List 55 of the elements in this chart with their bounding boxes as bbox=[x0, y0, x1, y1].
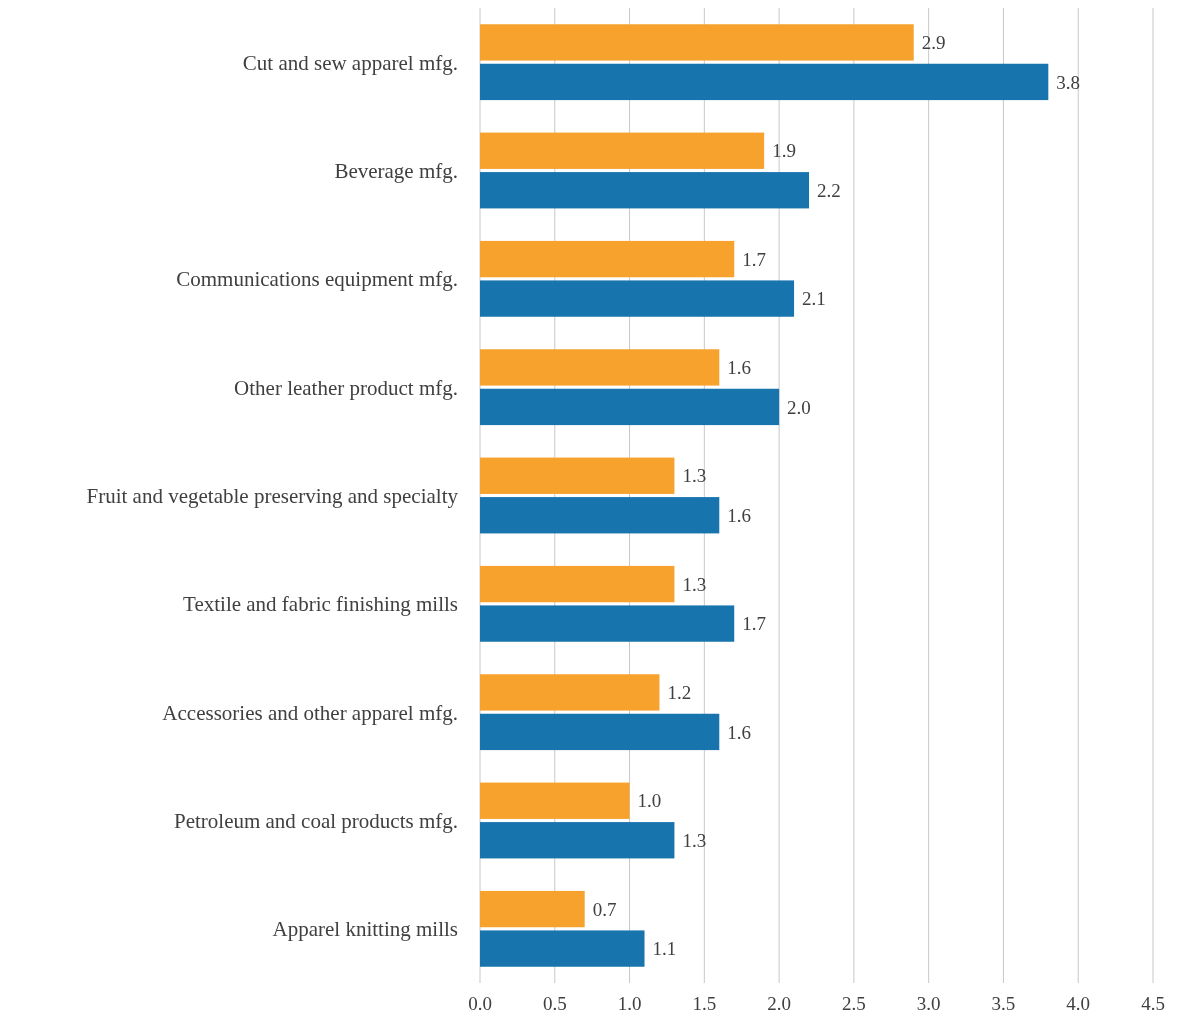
data-label: 3.8 bbox=[1056, 71, 1081, 93]
x-tick-label: 1.5 bbox=[692, 993, 717, 1014]
y-tick-label: Apparel knitting mills bbox=[272, 917, 458, 942]
bar bbox=[480, 930, 645, 967]
x-tick-label: 3.5 bbox=[991, 993, 1016, 1014]
y-tick-label: Cut and sew apparel mfg. bbox=[242, 50, 458, 75]
bar bbox=[480, 388, 780, 426]
bar bbox=[480, 782, 630, 819]
y-tick-label: Other leather product mfg. bbox=[234, 375, 458, 400]
y-tick-label: Petroleum and coal products mfg. bbox=[173, 808, 458, 833]
bar bbox=[480, 713, 720, 751]
data-label: 2.0 bbox=[787, 396, 811, 418]
data-label: 1.9 bbox=[772, 140, 796, 162]
bar bbox=[480, 565, 675, 603]
bar bbox=[480, 674, 660, 711]
bar bbox=[480, 605, 735, 642]
bar bbox=[480, 822, 675, 859]
data-label: 1.2 bbox=[667, 682, 692, 704]
y-tick-label: Communications equipment mfg. bbox=[176, 267, 458, 292]
bar bbox=[480, 63, 1049, 101]
x-tick-label: 1.0 bbox=[617, 993, 642, 1014]
bar bbox=[480, 240, 735, 278]
x-tick-label: 3.0 bbox=[916, 993, 941, 1014]
data-label: 1.7 bbox=[742, 613, 766, 635]
data-label: 1.1 bbox=[652, 938, 677, 960]
data-label: 1.3 bbox=[682, 829, 707, 851]
x-tick-label: 2.0 bbox=[767, 993, 791, 1014]
x-tick-label: 4.5 bbox=[1141, 993, 1165, 1014]
y-tick-label: Fruit and vegetable preserving and specialty bbox=[86, 483, 459, 508]
bar bbox=[480, 172, 810, 209]
y-tick-label: Textile and fabric finishing mills bbox=[183, 592, 458, 617]
y-tick-label: Beverage mfg. bbox=[334, 158, 458, 183]
x-tick-label: 2.5 bbox=[842, 993, 866, 1014]
bar bbox=[480, 349, 720, 386]
y-tick-label: Accessories and other apparel mfg. bbox=[162, 700, 458, 725]
data-label: 1.3 bbox=[682, 465, 707, 487]
data-label: 1.7 bbox=[742, 248, 766, 270]
x-tick-label: 4.0 bbox=[1066, 993, 1091, 1014]
data-label: 1.3 bbox=[682, 573, 707, 595]
bar bbox=[480, 890, 585, 928]
data-label: 1.6 bbox=[727, 357, 752, 379]
bar bbox=[480, 457, 675, 494]
x-tick-label: 0.0 bbox=[468, 993, 492, 1014]
data-label: 1.6 bbox=[727, 721, 752, 743]
data-label: 1.6 bbox=[727, 504, 752, 526]
x-tick-label: 0.5 bbox=[542, 993, 567, 1014]
data-label: 2.9 bbox=[921, 32, 946, 54]
data-label: 2.2 bbox=[817, 179, 841, 201]
bar bbox=[480, 24, 914, 61]
data-label: 2.1 bbox=[802, 288, 826, 310]
data-label: 0.7 bbox=[592, 898, 617, 920]
data-label: 1.0 bbox=[637, 790, 662, 812]
bar bbox=[480, 280, 795, 317]
bar bbox=[480, 497, 720, 534]
bar bbox=[480, 132, 765, 169]
